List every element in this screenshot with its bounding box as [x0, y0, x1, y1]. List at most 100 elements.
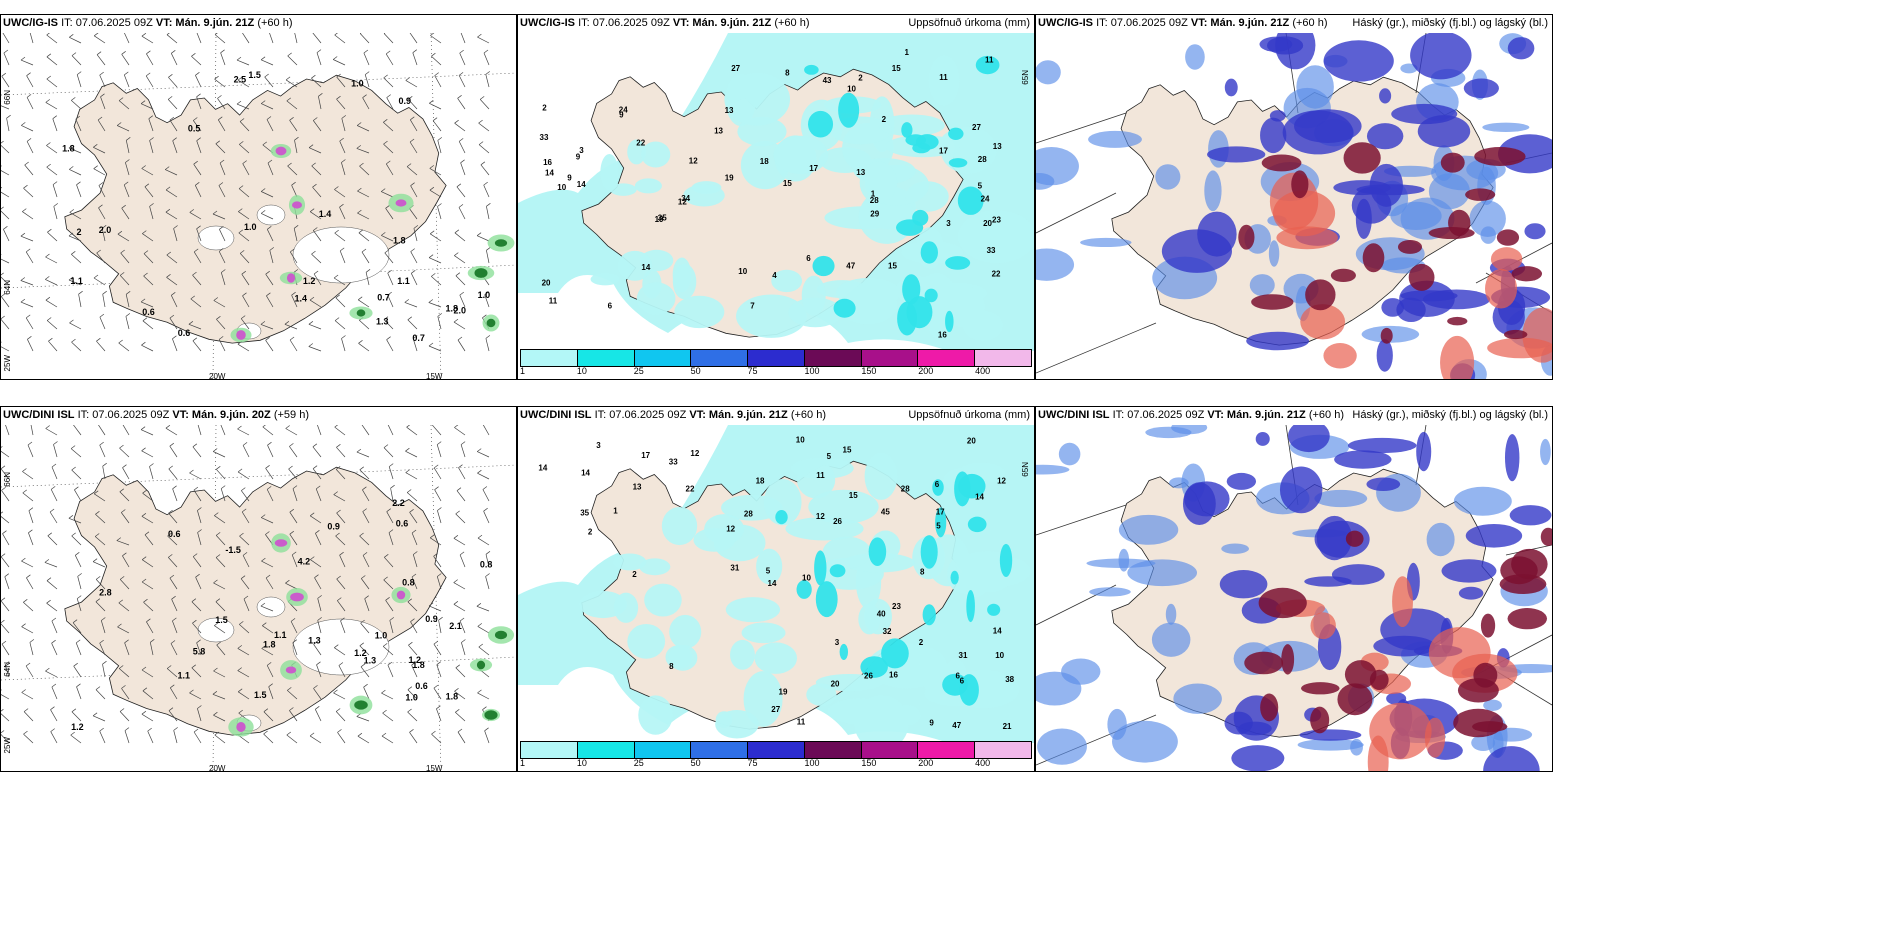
precip-value-label: 20: [831, 679, 840, 688]
wind-value-label: 1.5: [254, 690, 267, 700]
wind-value-label: 1.2: [71, 722, 84, 732]
precip-value-label: 10: [738, 267, 747, 276]
precip-value-label: 19: [779, 687, 788, 696]
wind-value-label: 2: [77, 227, 82, 237]
precip-value-label: 18: [760, 157, 769, 166]
precip-value-label: 14: [975, 493, 984, 502]
precip-value-label: 11: [939, 73, 948, 82]
precip-value-label: 2: [919, 638, 924, 647]
precip-value-label: 33: [540, 133, 549, 142]
panel-field-title: Háský (gr.), miðský (fj.bl.) og lágský (…: [1352, 17, 1548, 29]
wind-value-label: -1.5: [225, 545, 241, 555]
precip-value-label: 9: [619, 111, 624, 120]
precip-value-label: 13: [633, 482, 642, 491]
legend-colorbar: [520, 349, 1032, 367]
precip-value-label: 10: [995, 651, 1004, 660]
precip-value-label: 21: [1003, 722, 1012, 731]
precip-value-label: 5: [766, 566, 771, 575]
lat-label-64n: 64N: [3, 280, 12, 295]
wind-value-label: 1.4: [295, 293, 308, 303]
lat-label-66n: 66N: [3, 472, 12, 487]
precip-value-label: 9: [929, 719, 934, 728]
precip-value-label: 8: [785, 68, 790, 77]
legend-swatch: [918, 742, 976, 758]
precip-value-label: 17: [936, 508, 945, 517]
precip-value-label: 14: [993, 627, 1002, 636]
panel-wind-bottom: UWC/DINI ISL IT: 07.06.2025 09Z VT: Mán.…: [0, 406, 517, 772]
precip-value-label: 3: [579, 146, 584, 155]
precip-value-label: 31: [959, 651, 968, 660]
panel-precip-top: UWC/IG-IS IT: 07.06.2025 09Z VT: Mán. 9.…: [517, 14, 1035, 380]
wind-value-label: 1.4: [319, 209, 332, 219]
precip-value-label: 15: [849, 491, 858, 500]
precip-value-label: 10: [796, 436, 805, 445]
precip-value-label: 35: [658, 214, 667, 223]
legend-tick-label: 1: [520, 758, 526, 768]
legend-swatch: [861, 350, 919, 366]
legend-swatch: [521, 350, 578, 366]
precip-value-label: 31: [730, 563, 739, 572]
legend-swatch: [577, 742, 635, 758]
wind-value-label: 0.5: [188, 124, 201, 134]
precip-value-label: 6: [935, 480, 940, 489]
cloud-map: [1036, 425, 1552, 771]
precip-value-label: 28: [978, 155, 987, 164]
wind-value-label: 1.1: [70, 276, 83, 286]
legend-colorbar: [520, 741, 1032, 759]
wind-value-label: 1.3: [308, 636, 321, 646]
panel-field-title: Háský (gr.), miðský (fj.bl.) og lágský (…: [1352, 409, 1548, 421]
wind-value-label: 1.1: [178, 670, 191, 680]
precip-value-label: 11: [985, 55, 994, 64]
wind-map: 2 1.4 2.0 0.5 0.7 0.6 1.8 1.8 0.7 0.9 1.4 1.1 1.0 1.3…: [1, 33, 516, 379]
lat-label-65n: 65N: [1021, 70, 1030, 85]
precip-value-label: 33: [669, 458, 678, 467]
precip-value-label: 12: [690, 449, 699, 458]
wind-value-label: 1.3: [364, 655, 377, 665]
precip-value-label: 23: [892, 602, 901, 611]
wind-value-label: 4.2: [298, 557, 311, 567]
precip-value-label: 23: [992, 216, 1001, 225]
legend-swatch: [521, 742, 578, 758]
precip-legend: 1 10 25 50 75 100 150 200 400: [518, 739, 1034, 771]
precip-value-label: 12: [689, 157, 698, 166]
wind-value-label: 1.8: [263, 640, 276, 650]
lon-label-20w: 20W: [209, 372, 226, 380]
precip-value-label: 17: [641, 451, 650, 460]
wind-value-label: 0.9: [425, 614, 438, 624]
wind-value-label: 1.0: [351, 78, 364, 88]
precip-value-label: 19: [725, 173, 734, 182]
precip-value-label: 11: [549, 296, 558, 305]
precip-value-label: 20: [542, 279, 551, 288]
precip-value-label: 18: [756, 477, 765, 486]
precip-value-label: 22: [686, 484, 695, 493]
precip-value-label: 24: [619, 106, 628, 115]
lon-label-15w: 15W: [426, 764, 443, 772]
legend-swatch: [577, 350, 635, 366]
wind-value-label: 0.6: [178, 328, 191, 338]
wind-value-label: 0.6: [396, 518, 409, 528]
wind-value-label: 1.8: [393, 236, 406, 246]
legend-tick-label: 150: [861, 366, 877, 376]
lon-label-20w: 20W: [209, 764, 226, 772]
wind-value-label: 1.2: [354, 648, 367, 658]
panel-title: UWC/DINI ISL IT: 07.06.2025 09Z VT: Mán.…: [520, 409, 827, 421]
wind-value-label: 1.0: [478, 290, 491, 300]
precip-value-label: 14: [768, 579, 777, 588]
precip-value-label: 24: [981, 195, 990, 204]
lon-label-15w: 15W: [426, 372, 443, 380]
precip-value-label: 16: [938, 331, 947, 340]
precip-value-label: 12: [726, 525, 735, 534]
legend-tick-label: 400: [975, 366, 991, 376]
precip-value-label: 3: [946, 219, 951, 228]
precip-value-label: 6: [956, 672, 961, 681]
legend-swatch: [634, 742, 692, 758]
precip-value-label: 28: [901, 485, 910, 494]
legend-tick-label: 75: [747, 758, 758, 768]
precip-value-label: 40: [877, 610, 886, 619]
legend-tick-label: 25: [633, 366, 644, 376]
legend-tick-label: 100: [804, 758, 820, 768]
wind-value-label: 0.6: [415, 681, 428, 691]
precip-value-label: 2: [588, 528, 593, 537]
wind-value-label: 0.6: [142, 307, 155, 317]
